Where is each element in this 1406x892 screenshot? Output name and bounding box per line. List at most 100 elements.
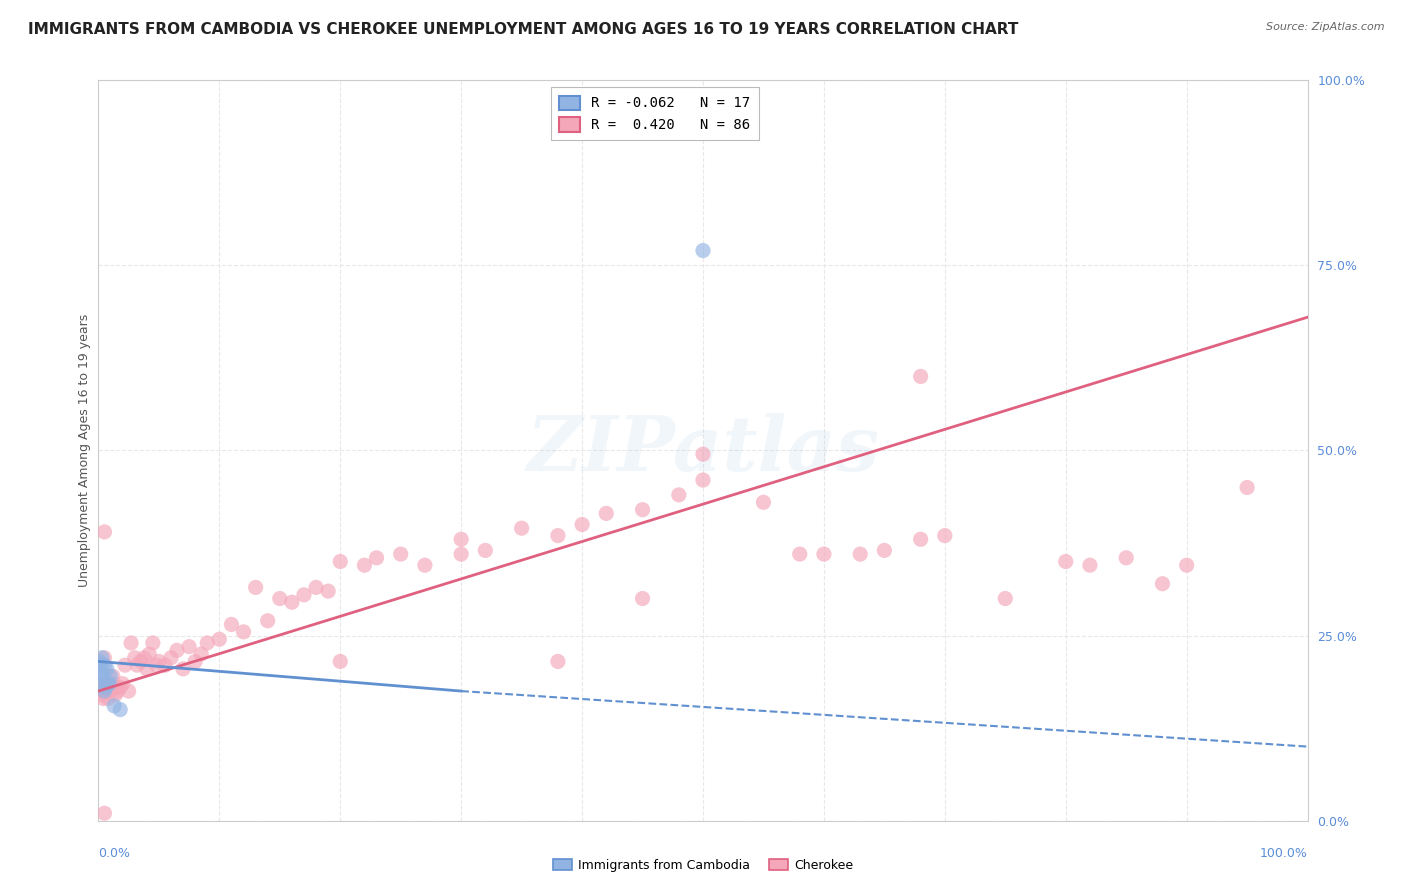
Point <box>245 581 267 595</box>
Point <box>91 665 114 680</box>
Point <box>142 636 165 650</box>
Point <box>90 669 112 683</box>
Point <box>631 591 654 606</box>
Point <box>1078 558 1101 573</box>
Point <box>94 684 117 698</box>
Point <box>1175 558 1198 573</box>
Point <box>90 684 112 698</box>
Point <box>179 640 201 654</box>
Point <box>89 676 111 690</box>
Point <box>450 547 472 561</box>
Point <box>101 669 124 683</box>
Point <box>547 528 569 542</box>
Point <box>93 524 115 539</box>
Point <box>134 650 156 665</box>
Point <box>100 669 122 683</box>
Point <box>934 528 956 542</box>
Point <box>94 681 117 695</box>
Point <box>166 643 188 657</box>
Point <box>98 676 121 690</box>
Point <box>145 658 167 673</box>
Point <box>269 591 291 606</box>
Point <box>353 558 375 573</box>
Point <box>129 655 152 669</box>
Text: 100.0%: 100.0% <box>1260 847 1308 860</box>
Point <box>813 547 835 561</box>
Point <box>316 584 339 599</box>
Point <box>1054 555 1077 569</box>
Point <box>94 684 117 698</box>
Point <box>221 617 243 632</box>
Legend: R = -0.062   N = 17, R =  0.420   N = 86: R = -0.062 N = 17, R = 0.420 N = 86 <box>551 87 758 140</box>
Point <box>127 658 149 673</box>
Point <box>1236 480 1258 494</box>
Point <box>994 591 1017 606</box>
Point <box>114 658 136 673</box>
Point <box>111 676 134 690</box>
Point <box>631 502 654 516</box>
Point <box>474 543 496 558</box>
Point <box>195 636 218 650</box>
Point <box>752 495 775 509</box>
Point <box>98 684 121 698</box>
Point <box>172 662 194 676</box>
Point <box>184 655 207 669</box>
Point <box>547 655 569 669</box>
Point <box>91 676 114 690</box>
Point <box>104 688 127 702</box>
Point <box>910 369 932 384</box>
Point <box>329 555 352 569</box>
Point <box>148 655 170 669</box>
Point <box>124 650 146 665</box>
Point <box>910 533 932 547</box>
Point <box>595 507 617 521</box>
Point <box>190 647 212 661</box>
Point <box>256 614 278 628</box>
Text: Source: ZipAtlas.com: Source: ZipAtlas.com <box>1267 22 1385 32</box>
Point <box>668 488 690 502</box>
Point <box>366 550 388 565</box>
Point <box>329 655 352 669</box>
Point <box>1115 550 1137 565</box>
Point <box>849 547 872 561</box>
Point <box>450 533 472 547</box>
Point <box>90 658 112 673</box>
Text: ZIPatlas: ZIPatlas <box>526 414 880 487</box>
Point <box>93 806 115 821</box>
Y-axis label: Unemployment Among Ages 16 to 19 years: Unemployment Among Ages 16 to 19 years <box>79 314 91 587</box>
Point <box>107 684 129 698</box>
Point <box>510 521 533 535</box>
Point <box>91 691 114 706</box>
Point <box>120 636 142 650</box>
Point <box>89 655 111 669</box>
Point <box>93 684 115 698</box>
Point <box>692 447 714 461</box>
Point <box>103 698 125 713</box>
Point <box>100 681 122 695</box>
Point <box>413 558 436 573</box>
Point <box>208 632 231 647</box>
Point <box>96 681 118 695</box>
Point <box>100 676 122 690</box>
Point <box>571 517 593 532</box>
Point <box>93 676 115 690</box>
Point <box>232 624 254 639</box>
Point <box>873 543 896 558</box>
Point <box>281 595 304 609</box>
Point <box>103 681 125 695</box>
Point <box>160 650 183 665</box>
Point <box>91 650 114 665</box>
Point <box>692 473 714 487</box>
Point <box>97 676 120 690</box>
Point <box>153 658 176 673</box>
Point <box>105 681 128 695</box>
Point <box>91 688 114 702</box>
Point <box>93 658 115 673</box>
Point <box>108 703 131 717</box>
Point <box>108 681 131 695</box>
Point <box>91 669 114 683</box>
Point <box>138 647 160 661</box>
Point <box>292 588 315 602</box>
Point <box>93 650 115 665</box>
Point <box>97 691 120 706</box>
